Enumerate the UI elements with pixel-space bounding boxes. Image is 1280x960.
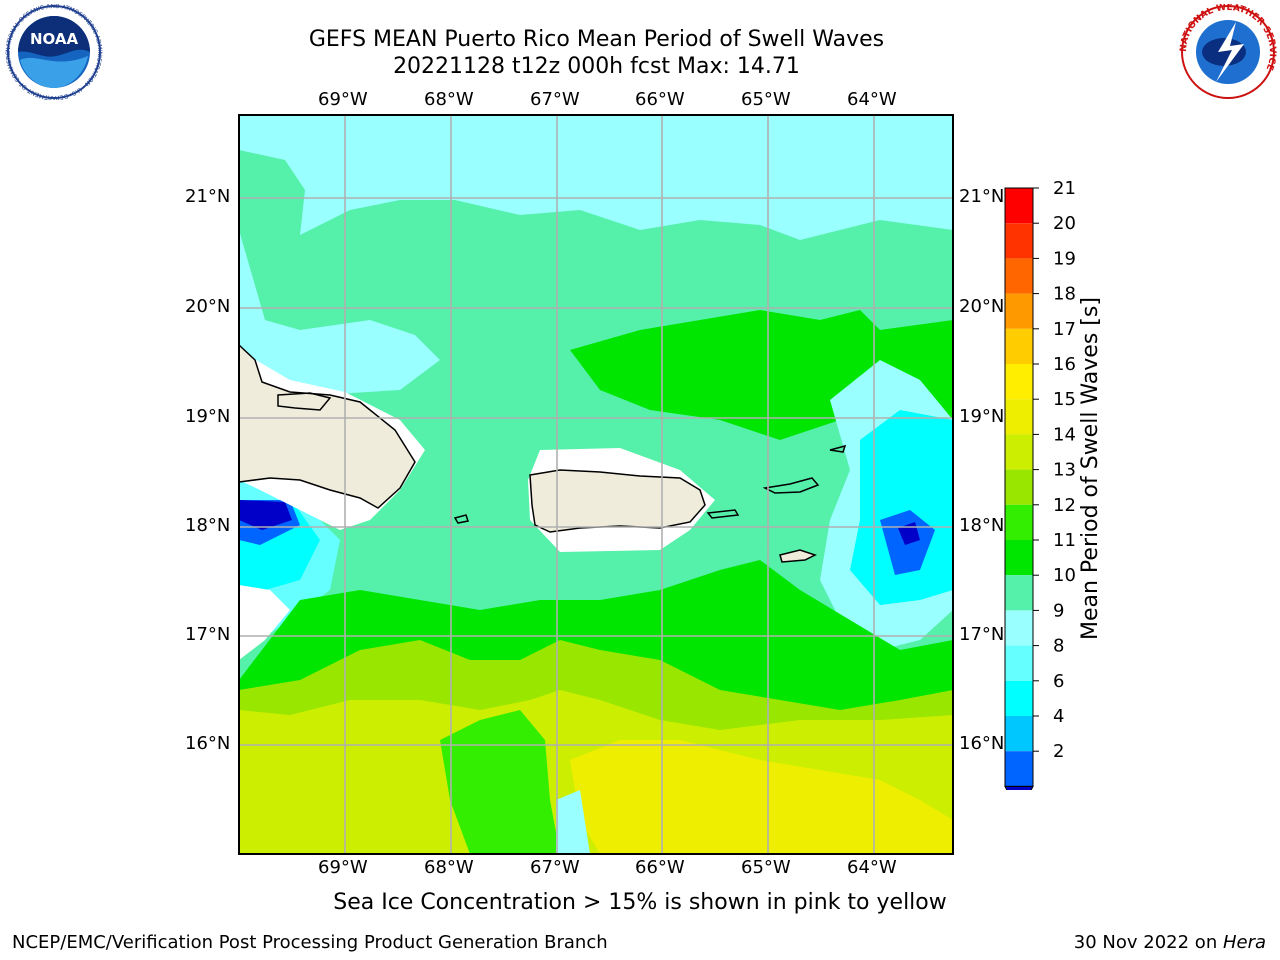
footer-date: 30 Nov 2022 on Hera <box>1074 932 1266 953</box>
colorbar-band <box>1005 751 1033 787</box>
lat-label-left-18n: 18°N <box>185 515 231 536</box>
sea-ice-note: Sea Ice Concentration > 15% is shown in … <box>333 890 947 915</box>
footer-machine: Hera <box>1222 932 1266 953</box>
lon-label-bottom-67w: 67°W <box>530 857 580 878</box>
lat-label-left-20n: 20°N <box>185 296 231 317</box>
lon-label-top-64w: 64°W <box>847 89 897 110</box>
map-subtitle: 20221128 t12z 000h fcst Max: 14.71 <box>393 54 800 79</box>
colorbar-band <box>1005 223 1033 259</box>
colorbar-tick-label: 14 <box>1053 424 1076 445</box>
colorbar-label: Mean Period of Swell Waves [s] <box>1078 297 1103 640</box>
colorbar-band <box>1005 293 1033 329</box>
lat-lon-grid <box>239 115 953 854</box>
lon-label-bottom-64w: 64°W <box>847 857 897 878</box>
colorbar-tick-label: 12 <box>1053 495 1076 516</box>
colorbar-band <box>1005 645 1033 681</box>
svg-text:NOAA: NOAA <box>30 30 79 48</box>
lat-label-right-17n: 17°N <box>959 624 1005 645</box>
colorbar-tick-label: 10 <box>1053 565 1076 586</box>
colorbar-frame <box>1004 187 1034 787</box>
colorbar-tick-label: 9 <box>1053 600 1064 621</box>
footer-date-text: 30 Nov 2022 on <box>1073 932 1223 953</box>
lat-label-right-21n: 21°N <box>959 186 1005 207</box>
colorbar-band <box>1005 610 1033 646</box>
lat-label-right-16n: 16°N <box>959 733 1005 754</box>
colorbar: 21 20 19 18 17 16 15 14 13 12 11 10 9 8 6 4 2 <box>1004 180 1076 790</box>
colorbar-tick-label: 6 <box>1053 671 1064 692</box>
colorbar-tick-label: 4 <box>1053 706 1064 727</box>
map-title: GEFS MEAN Puerto Rico Mean Period of Swe… <box>308 27 885 52</box>
colorbar-extend-triangle <box>1004 785 1034 790</box>
colorbar-band <box>1005 188 1033 224</box>
lat-label-left-19n: 19°N <box>185 406 231 427</box>
lat-label-right-18n: 18°N <box>959 515 1005 536</box>
nws-logo: NATIONAL WEATHER SERVICE <box>1179 4 1277 99</box>
colorbar-tick-label: 20 <box>1053 213 1076 234</box>
lat-label-left-21n: 21°N <box>185 186 231 207</box>
colorbar-tick-label: 17 <box>1053 319 1076 340</box>
colorbar-tick-label: 2 <box>1053 741 1064 762</box>
lon-label-top-66w: 66°W <box>635 89 685 110</box>
map-frame <box>238 114 954 855</box>
colorbar-ticks: 21 20 19 18 17 16 15 14 13 12 11 10 9 8 6 4 2 <box>1033 180 1076 762</box>
colorbar-band <box>1005 680 1033 716</box>
colorbar-tick-label: 15 <box>1053 389 1076 410</box>
lon-label-bottom-66w: 66°W <box>635 857 685 878</box>
footer-credit: NCEP/EMC/Verification Post Processing Pr… <box>12 932 608 953</box>
colorbar-band <box>1005 364 1033 400</box>
lon-label-bottom-68w: 68°W <box>424 857 474 878</box>
colorbar-tick-label: 21 <box>1053 180 1076 199</box>
colorbar-band <box>1005 469 1033 505</box>
lon-label-top-67w: 67°W <box>530 89 580 110</box>
lon-label-bottom-69w: 69°W <box>318 857 368 878</box>
colorbar-tick-label: 13 <box>1053 460 1076 481</box>
colorbar-band <box>1005 434 1033 470</box>
colorbar-tick-label: 19 <box>1053 248 1076 269</box>
lon-label-top-68w: 68°W <box>424 89 474 110</box>
lat-label-left-16n: 16°N <box>185 733 231 754</box>
lat-label-right-20n: 20°N <box>959 296 1005 317</box>
swell-period-field <box>239 115 953 854</box>
lat-label-left-17n: 17°N <box>185 624 231 645</box>
lon-label-top-69w: 69°W <box>318 89 368 110</box>
colorbar-tick-label: 11 <box>1053 530 1076 551</box>
colorbar-band <box>1005 258 1033 294</box>
lat-label-right-19n: 19°N <box>959 406 1005 427</box>
lon-label-bottom-65w: 65°W <box>741 857 791 878</box>
colorbar-tick-label: 8 <box>1053 636 1064 657</box>
colorbar-band <box>1005 716 1033 752</box>
lon-label-top-65w: 65°W <box>741 89 791 110</box>
colorbar-tick-label: 16 <box>1053 354 1076 375</box>
noaa-logo: NOAA NATIONAL OCEANIC AND ATMOSPHERIC AD… <box>4 4 103 100</box>
colorbar-tick-label: 18 <box>1053 284 1076 305</box>
colorbar-band <box>1005 575 1033 611</box>
colorbar-band <box>1005 540 1033 576</box>
colorbar-band <box>1005 504 1033 540</box>
colorbar-band <box>1005 328 1033 364</box>
colorbar-band <box>1005 399 1033 435</box>
colorbar-bands <box>1004 187 1034 790</box>
